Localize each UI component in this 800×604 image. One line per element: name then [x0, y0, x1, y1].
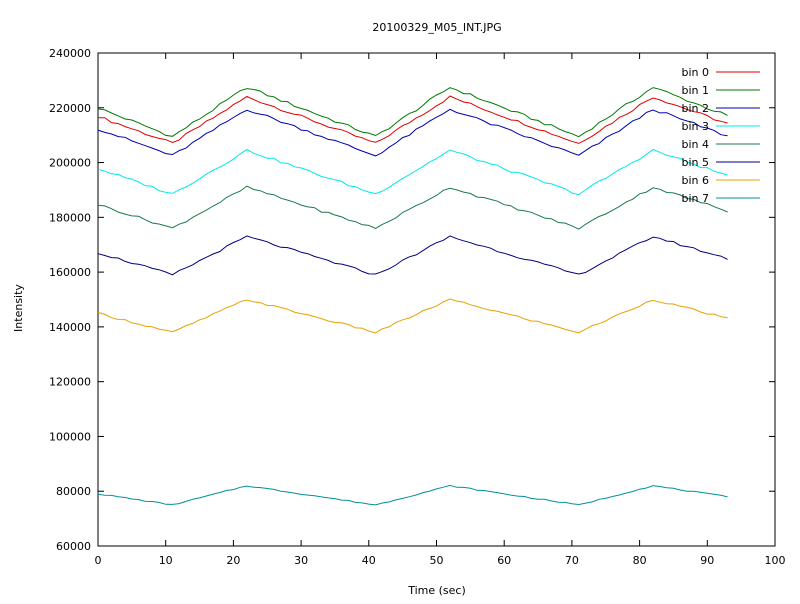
legend-label: bin 4 — [681, 138, 709, 151]
y-tick-label: 140000 — [49, 321, 91, 334]
x-tick-label: 90 — [700, 554, 714, 567]
legend: bin 0 bin 1 bin 2 bin 3 bin 4 bin 5 bin 6 bin 7 — [681, 66, 760, 205]
y-tick-label: 120000 — [49, 376, 91, 389]
y-tick-label: 160000 — [49, 266, 91, 279]
y-axis-label: Intensity — [12, 284, 25, 332]
series-line-bin-5 — [97, 235, 728, 276]
legend-label: bin 2 — [681, 102, 709, 115]
legend-label: bin 0 — [681, 66, 709, 79]
legend-label: bin 6 — [681, 174, 709, 187]
x-tick-label: 100 — [765, 554, 786, 567]
series-lines — [97, 87, 728, 506]
x-tick-label: 60 — [497, 554, 511, 567]
x-axis-label: Time (sec) — [407, 584, 466, 597]
x-tick-label: 0 — [95, 554, 102, 567]
chart-title: 20100329_M05_INT.JPG — [372, 21, 501, 34]
x-tick-label: 40 — [362, 554, 376, 567]
axes: 0 10 20 30 40 50 60 70 80 90 100 60000 80000 100000 12… — [49, 47, 786, 567]
x-tick-label: 70 — [565, 554, 579, 567]
y-tick-label: 240000 — [49, 47, 91, 60]
x-tick-label: 10 — [159, 554, 173, 567]
y-tick-label: 180000 — [49, 211, 91, 224]
y-tick-label: 220000 — [49, 102, 91, 115]
series-line-bin-0 — [97, 95, 728, 144]
y-tick-label: 200000 — [49, 157, 91, 170]
x-tick-label: 80 — [633, 554, 647, 567]
legend-label: bin 1 — [681, 84, 709, 97]
series-line-bin-3 — [97, 148, 728, 196]
legend-label: bin 3 — [681, 120, 709, 133]
series-line-bin-7 — [97, 484, 728, 506]
series-line-bin-4 — [97, 185, 728, 230]
x-tick-label: 50 — [430, 554, 444, 567]
y-tick-label: 60000 — [56, 540, 91, 553]
x-tick-label: 20 — [226, 554, 240, 567]
series-line-bin-2 — [97, 108, 728, 157]
series-line-bin-1 — [97, 87, 728, 138]
y-tick-label: 100000 — [49, 430, 91, 443]
series-line-bin-6 — [97, 298, 728, 334]
x-tick-label: 30 — [294, 554, 308, 567]
legend-label: bin 5 — [681, 156, 709, 169]
y-tick-label: 80000 — [56, 485, 91, 498]
legend-label: bin 7 — [681, 192, 709, 205]
